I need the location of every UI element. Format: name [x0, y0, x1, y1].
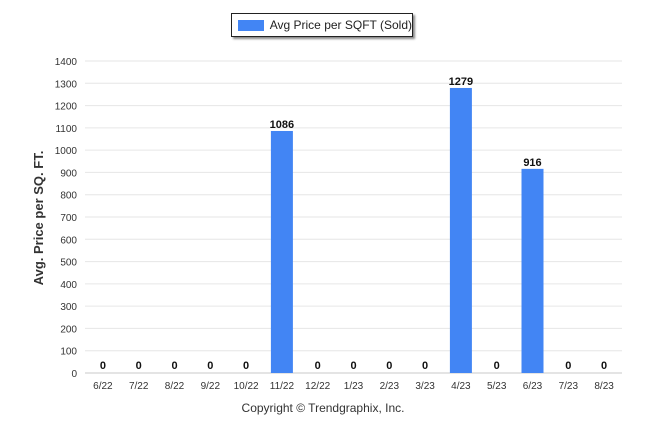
bar-data-label: 0: [565, 360, 571, 372]
y-tick-label: 400: [60, 280, 77, 291]
bar-data-label: 0: [494, 360, 500, 372]
x-tick-label: 5/23: [487, 381, 507, 392]
bar: [521, 168, 544, 373]
bar-data-label: 0: [386, 360, 392, 372]
bar-data-label: 0: [100, 360, 106, 372]
y-tick-label: 500: [60, 258, 77, 269]
bar-data-label: 0: [171, 360, 177, 372]
x-tick-label: 8/23: [594, 381, 614, 392]
y-tick-label: 1300: [55, 79, 78, 90]
x-tick-labels: 6/22 7/22 8/22 9/22 10/22 11/22 12/22 1/23 2/23 3…: [93, 381, 614, 392]
y-tick-label: 900: [60, 168, 77, 179]
y-tick-label: 1400: [55, 57, 78, 68]
y-tick-label: 1000: [55, 146, 78, 157]
copyright-text: Copyright © Trendgraphix, Inc.: [241, 401, 405, 415]
x-tick-label: 4/23: [451, 381, 471, 392]
x-tick-label: 9/22: [201, 381, 221, 392]
legend-swatch: [238, 19, 264, 31]
y-tick-labels: 0 100 200 300 400 500 600 700 800 900 1000 1100 1200…: [55, 57, 78, 380]
legend-label: Avg Price per SQFT (Sold): [269, 18, 412, 32]
y-tick-label: 100: [60, 347, 77, 358]
y-tick-label: 800: [60, 191, 77, 202]
x-tick-label: 8/22: [165, 381, 185, 392]
x-tick-label: 1/23: [344, 381, 364, 392]
bar-data-label: 0: [601, 360, 607, 372]
y-tick-label: 700: [60, 213, 77, 224]
bar-data-label: 1086: [270, 119, 294, 131]
x-tick-label: 7/22: [129, 381, 149, 392]
x-tick-label: 2/23: [380, 381, 400, 392]
bar-data-label: 1279: [449, 76, 473, 88]
bar-data-label: 0: [207, 360, 213, 372]
bar: [449, 87, 472, 374]
x-tick-label: 6/23: [523, 381, 543, 392]
legend: Avg Price per SQFT (Sold): [231, 13, 413, 37]
bar-data-label: 0: [422, 360, 428, 372]
y-tick-label: 0: [71, 369, 77, 380]
y-axis-label: Avg. Price per SQ. FT.: [31, 151, 46, 286]
y-tick-label: 600: [60, 235, 77, 246]
x-tick-label: 11/22: [270, 381, 295, 392]
x-tick-label: 12/22: [305, 381, 330, 392]
y-tick-label: 1100: [55, 124, 77, 135]
bar-data-label: 0: [136, 360, 142, 372]
x-tick-label: 7/23: [559, 381, 579, 392]
y-tick-label: 300: [60, 302, 77, 313]
bar-data-label: 916: [523, 157, 541, 169]
bar-data-label: 0: [243, 360, 249, 372]
y-tick-label: 1200: [55, 102, 78, 113]
bar-data-label: 0: [315, 360, 321, 372]
x-tick-label: 3/23: [415, 381, 435, 392]
x-tick-label: 10/22: [234, 381, 259, 392]
bar: [270, 130, 293, 373]
y-tick-label: 200: [60, 324, 77, 335]
bar-data-label: 0: [350, 360, 356, 372]
x-tick-label: 6/22: [93, 381, 113, 392]
bars: [270, 87, 544, 374]
bar-data-labels: 0 0 0 0 0 1086 0 0 0 0 1279 0 916 0 0: [100, 76, 607, 372]
